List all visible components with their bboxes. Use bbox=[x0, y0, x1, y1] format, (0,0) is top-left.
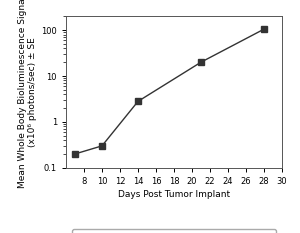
Legend: Untreated, 5x10⁶ 5TGM1-luc cells/mouse: Untreated, 5x10⁶ 5TGM1-luc cells/mouse bbox=[72, 230, 276, 233]
Y-axis label: Mean Whole Body Bioluminescence Signal
(x10⁶ photons/sec) ± SE: Mean Whole Body Bioluminescence Signal (… bbox=[18, 0, 37, 188]
X-axis label: Days Post Tumor Implant: Days Post Tumor Implant bbox=[118, 190, 230, 199]
